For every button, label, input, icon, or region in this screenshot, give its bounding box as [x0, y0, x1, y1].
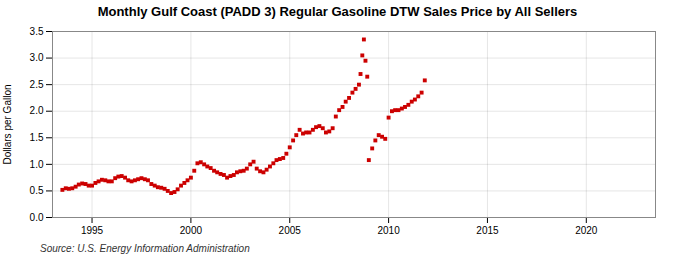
svg-text:1.5: 1.5	[30, 132, 44, 143]
svg-text:2000: 2000	[180, 225, 203, 236]
svg-text:2020: 2020	[575, 225, 598, 236]
svg-text:2.0: 2.0	[30, 105, 44, 116]
svg-text:1995: 1995	[81, 225, 104, 236]
svg-text:2015: 2015	[476, 225, 499, 236]
svg-text:0.0: 0.0	[30, 212, 44, 223]
html-text:Source: U.S. Energy Informatio: Source: U.S. Energy Information Administ…	[40, 243, 250, 254]
svg-text:2.5: 2.5	[30, 79, 44, 90]
svg-text:1.0: 1.0	[30, 159, 44, 170]
svg-text:0.5: 0.5	[30, 185, 44, 196]
svg-text:2005: 2005	[279, 225, 302, 236]
svg-text:Dollars per Gallon: Dollars per Gallon	[2, 84, 13, 164]
html-text:Monthly Gulf Coast (PADD 3) Re: Monthly Gulf Coast (PADD 3) Regular Gaso…	[97, 4, 578, 19]
svg-text:3.5: 3.5	[30, 26, 44, 37]
svg-text:3.0: 3.0	[30, 52, 44, 63]
svg-text:2010: 2010	[377, 225, 400, 236]
